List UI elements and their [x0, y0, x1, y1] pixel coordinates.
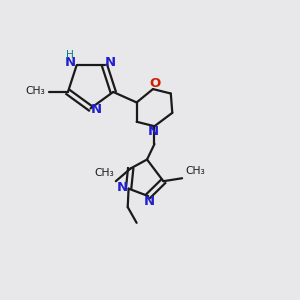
Text: N: N [64, 56, 76, 70]
Text: CH₃: CH₃ [185, 166, 205, 176]
Text: N: N [117, 181, 128, 194]
Text: H: H [66, 50, 74, 60]
Text: N: N [104, 56, 116, 69]
Text: O: O [149, 77, 160, 90]
Text: N: N [147, 125, 158, 138]
Text: N: N [90, 103, 101, 116]
Text: CH₃: CH₃ [94, 168, 114, 178]
Text: CH₃: CH₃ [25, 86, 45, 96]
Text: N: N [144, 195, 155, 208]
